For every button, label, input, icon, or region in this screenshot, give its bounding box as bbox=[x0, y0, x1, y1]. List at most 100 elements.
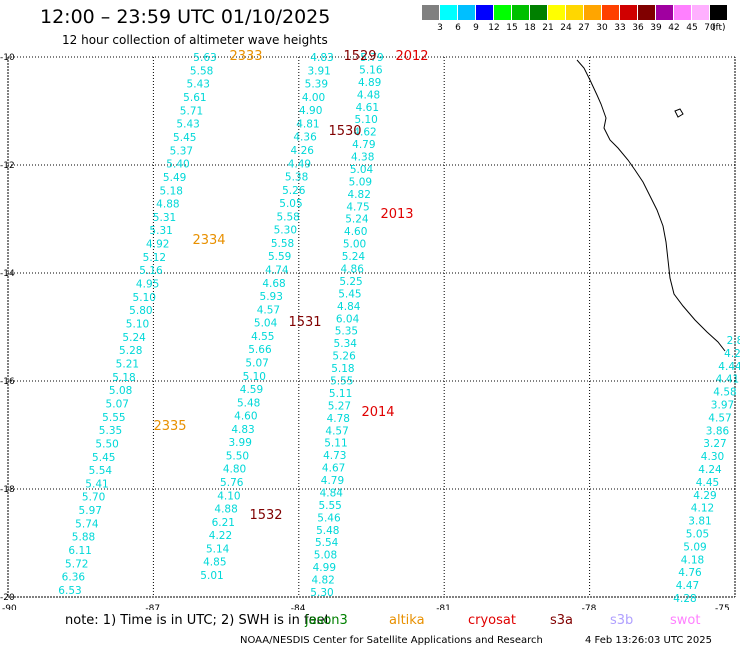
lon-tick-label: -90 bbox=[2, 604, 17, 610]
wave-height-value: 6.11 bbox=[68, 545, 91, 557]
wave-height-value: 5.54 bbox=[315, 537, 339, 549]
legend-swatch bbox=[512, 5, 529, 20]
wave-height-value: 5.45 bbox=[338, 288, 361, 300]
wave-height-value: 4.83 bbox=[310, 52, 333, 64]
wave-height-value: 5.18 bbox=[112, 372, 135, 384]
wave-height-value: 4.57 bbox=[325, 425, 348, 437]
wave-height-value: 5.50 bbox=[226, 450, 249, 462]
wave-height-value: 5.09 bbox=[349, 176, 372, 188]
satellite-name: cryosat bbox=[468, 613, 516, 628]
wave-height-value: 5.27 bbox=[328, 400, 351, 412]
wave-height-value: 5.80 bbox=[129, 305, 152, 317]
legend-label: 6 bbox=[455, 23, 461, 33]
wave-height-value: 5.46 bbox=[317, 512, 341, 524]
wave-height-value: 4.84 bbox=[320, 487, 344, 499]
legend-swatch bbox=[710, 5, 727, 20]
pass-time-label: 1530 bbox=[328, 124, 361, 139]
pass-labels: 2333 1529 2012 1530 2013 2334 1531 2335 2014 1532 bbox=[153, 49, 428, 523]
wave-height-value: 4.81 bbox=[296, 118, 319, 130]
wave-height-value: 5.70 bbox=[82, 492, 105, 504]
wave-height-value: 5.10 bbox=[243, 371, 266, 383]
wave-height-value: 4.79 bbox=[352, 139, 375, 151]
wave-height-value: 5.71 bbox=[180, 105, 203, 117]
legend-swatch bbox=[602, 5, 619, 20]
legend-swatch bbox=[458, 5, 475, 20]
wave-height-value: 4.22 bbox=[209, 530, 232, 542]
wave-height-value: 4.12 bbox=[691, 503, 714, 515]
wave-height-value: 5.58 bbox=[271, 238, 294, 250]
wave-height-value: 5.40 bbox=[166, 159, 189, 171]
wave-height-value: 4.10 bbox=[217, 490, 240, 502]
wave-height-value: 5.01 bbox=[200, 570, 223, 582]
pass-time-label: 1532 bbox=[249, 508, 282, 523]
pass-time-label: 1529 bbox=[343, 49, 376, 64]
wave-height-value: 5.55 bbox=[330, 375, 353, 387]
wave-height-value: 5.30 bbox=[274, 225, 297, 237]
wave-height-value: 6.53 bbox=[58, 585, 81, 597]
wave-height-value: 4.74 bbox=[265, 265, 289, 277]
lat-tick-label: -20 bbox=[0, 593, 15, 603]
wave-height-map: 5.635.585.435.615.715.435.455.375.405.49… bbox=[0, 49, 740, 610]
wave-height-value: 5.50 bbox=[95, 438, 118, 450]
satellite-name: s3a bbox=[550, 613, 574, 628]
legend-label: 9 bbox=[473, 23, 479, 33]
wave-height-value: 5.16 bbox=[139, 265, 163, 277]
coastline bbox=[576, 59, 726, 352]
satellite-name: swot bbox=[670, 613, 701, 628]
legend-label: 30 bbox=[596, 23, 608, 33]
satellite-name: s3b bbox=[610, 613, 634, 628]
wave-height-value: 5.14 bbox=[206, 543, 230, 555]
lon-tick-label: -87 bbox=[145, 604, 160, 610]
credit-line: NOAA/NESDIS Center for Satellite Applica… bbox=[240, 635, 543, 646]
wave-height-value: 5.38 bbox=[285, 172, 308, 184]
satellite-name: jason3 bbox=[305, 613, 348, 628]
wave-height-value: 4.55 bbox=[251, 331, 274, 343]
wave-height-value: 5.24 bbox=[342, 251, 366, 263]
wave-height-value: 4.68 bbox=[262, 278, 285, 290]
wave-height-value: 5.07 bbox=[106, 398, 129, 410]
wave-height-value: 5.00 bbox=[343, 239, 366, 251]
wave-height-value: 5.55 bbox=[102, 412, 125, 424]
legend-label: 12 bbox=[488, 23, 500, 33]
wave-height-value: 5.58 bbox=[190, 65, 213, 77]
legend-swatch bbox=[548, 5, 565, 20]
wave-height-value: 4.57 bbox=[257, 304, 280, 316]
wave-height-value: 4.58 bbox=[713, 387, 736, 399]
wave-height-value: 5.41 bbox=[85, 478, 108, 490]
wave-height-value: 4.99 bbox=[313, 562, 336, 574]
wave-height-value: 4.48 bbox=[357, 89, 380, 101]
legend-swatch bbox=[692, 5, 709, 20]
legend-label: 36 bbox=[632, 23, 644, 33]
page-subtitle: 12 hour collection of altimeter wave hei… bbox=[62, 33, 328, 47]
legend-swatch bbox=[476, 5, 493, 20]
lat-tick-label: -10 bbox=[0, 53, 15, 63]
wave-height-value: 5.72 bbox=[65, 558, 88, 570]
wave-height-value: 5.30 bbox=[310, 587, 333, 599]
wave-height-value: 5.48 bbox=[237, 397, 260, 409]
wave-height-value: 4.80 bbox=[223, 464, 246, 476]
wave-height-value: 5.45 bbox=[92, 452, 115, 464]
wave-height-value: 5.04 bbox=[254, 318, 278, 330]
lon-tick-label: -78 bbox=[582, 604, 597, 610]
wave-height-value: 4.18 bbox=[681, 554, 704, 566]
pass-time-label: 1531 bbox=[288, 315, 321, 330]
lat-tick-label: -14 bbox=[0, 269, 15, 279]
page-title: 12:00 – 23:59 UTC 01/10/2025 bbox=[40, 6, 331, 28]
south-america-coastline bbox=[576, 59, 726, 352]
wave-height-value: 5.35 bbox=[335, 326, 358, 338]
legend-swatch bbox=[440, 5, 457, 20]
altimeter-tracks: 5.635.585.435.615.715.435.455.375.405.49… bbox=[58, 52, 740, 605]
legend-label: 39 bbox=[650, 23, 662, 33]
wave-height-value: 4.84 bbox=[337, 301, 361, 313]
wave-height-value: 5.11 bbox=[329, 388, 352, 400]
wave-height-value: 4.36 bbox=[293, 132, 317, 144]
wave-height-value: 4.83 bbox=[231, 424, 254, 436]
wave-height-value: 5.21 bbox=[116, 358, 139, 370]
wave-height-value: 4.00 bbox=[302, 92, 325, 104]
legend-swatch bbox=[674, 5, 691, 20]
wave-height-value: 5.93 bbox=[260, 291, 283, 303]
wave-height-value: 4.57 bbox=[708, 412, 731, 424]
wave-height-value: 4.60 bbox=[344, 226, 367, 238]
wave-height-value: 3.27 bbox=[703, 438, 726, 450]
legend-label: 33 bbox=[614, 23, 626, 33]
